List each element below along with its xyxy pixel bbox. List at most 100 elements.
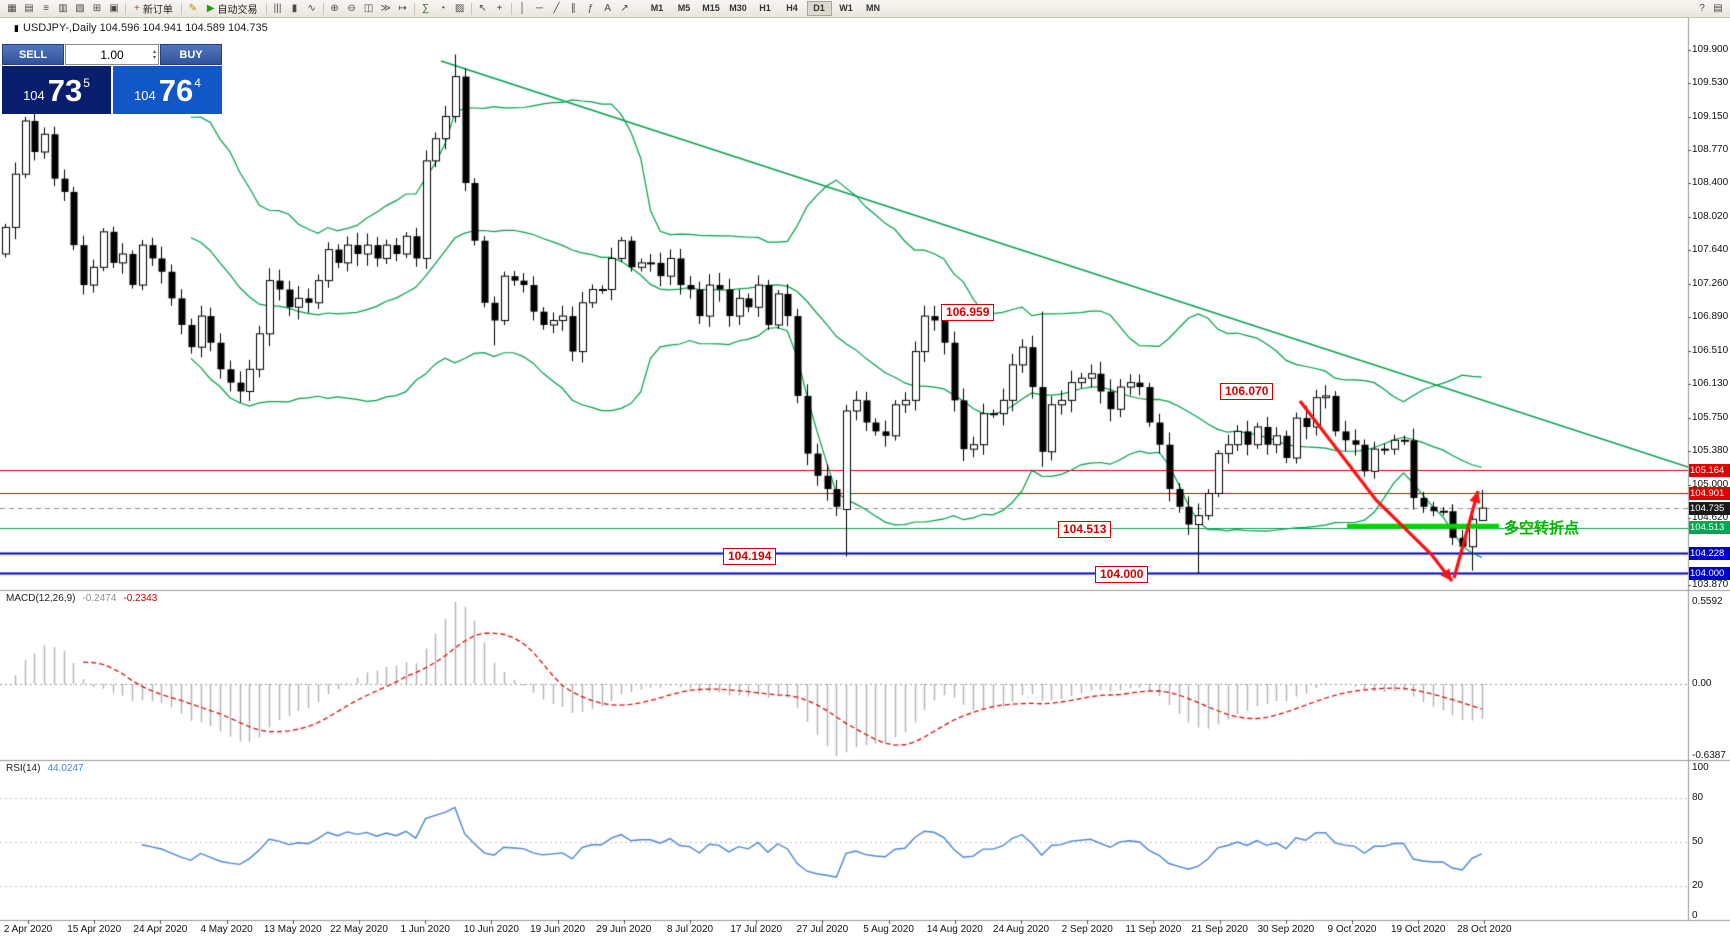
auto-scroll-icon[interactable]: ≫ — [380, 2, 391, 14]
rsi-axis-label: 20 — [1692, 880, 1704, 892]
bid-sup: 5 — [83, 76, 90, 90]
metaeditor-icon[interactable]: ✎ — [188, 2, 198, 14]
y-axis-label: 105.750 — [1692, 412, 1729, 424]
lot-increase-icon[interactable]: ▴ — [152, 48, 156, 55]
x-axis-date-label: 17 Jul 2020 — [730, 924, 783, 935]
macd-axis-label: -0.6387 — [1692, 750, 1726, 761]
rsi-axis-label: 0 — [1692, 910, 1698, 921]
sell-price-button[interactable]: 104 73 5 — [2, 66, 111, 114]
macd-signal-value: -0.2343 — [123, 593, 158, 604]
chart-mini-icon: ▮ — [14, 23, 19, 33]
lot-size-value[interactable]: 1.00 — [100, 47, 124, 62]
rsi-axis-label: 100 — [1692, 762, 1709, 773]
crosshair-icon[interactable]: + — [496, 2, 503, 14]
chart-shift-icon[interactable]: ↦ — [398, 2, 407, 14]
text-label-icon[interactable]: A — [604, 2, 611, 14]
zoom-out-icon[interactable]: ⊖ — [347, 2, 356, 14]
zoom-in-icon[interactable]: ⊕ — [330, 2, 339, 14]
price-callout[interactable]: 106.070 — [1220, 383, 1274, 400]
price-tag-105.164: 105.164 — [1689, 463, 1730, 477]
market-watch-icon[interactable]: ≡ — [43, 2, 49, 14]
arrows-tool-icon[interactable]: ↗ — [620, 2, 629, 14]
candlestick-chart-icon[interactable]: ▮ — [291, 2, 298, 14]
y-axis-label: 108.400 — [1692, 177, 1729, 189]
y-axis-label: 106.510 — [1692, 344, 1729, 356]
y-axis-label: 109.900 — [1692, 44, 1729, 55]
price-callout[interactable]: 104.513 — [1058, 521, 1112, 538]
tile-windows-icon[interactable]: ◫ — [363, 2, 374, 14]
fibonacci-icon[interactable]: ƒ — [587, 2, 594, 14]
x-axis-date-label: 15 Apr 2020 — [67, 924, 122, 935]
periods-icon[interactable]: ◔ — [439, 2, 446, 14]
macd-main-value: -0.2474 — [82, 593, 117, 604]
cursor-icon[interactable]: ↖ — [478, 2, 487, 14]
indicators-icon[interactable]: ∑ — [421, 2, 430, 14]
strategy-tester-icon[interactable]: ▣ — [109, 2, 119, 14]
timeframe-toolbar: M1 M5 M15 M30 H1 H4 D1 W1 MN — [644, 1, 887, 16]
timeframe-mn[interactable]: MN — [866, 3, 881, 13]
x-axis-date-label: 9 Oct 2020 — [1327, 924, 1377, 935]
channel-icon[interactable]: ∥ — [571, 2, 577, 14]
y-axis-label: 108.770 — [1692, 144, 1729, 156]
autotrading-button[interactable]: ▶ 自动交易 — [202, 2, 263, 16]
ask-big: 76 — [158, 72, 194, 108]
y-axis-label: 103.870 — [1692, 578, 1729, 590]
timeframe-w1[interactable]: W1 — [839, 3, 853, 13]
x-axis-date-label: 30 Sep 2020 — [1257, 924, 1315, 935]
trade-panel-controls: SELL 1.00 ▴ ▾ BUY — [2, 44, 222, 65]
y-axis-label: 105.000 — [1692, 478, 1729, 490]
autotrading-icon: ▶ — [206, 3, 215, 14]
x-axis-date-label: 27 Jul 2020 — [796, 924, 849, 935]
terminal-icon[interactable]: ⊞ — [92, 2, 102, 14]
price-tag-104.228: 104.228 — [1689, 546, 1730, 560]
rsi-name: RSI(14) — [6, 763, 41, 774]
trendline-icon[interactable]: ╱ — [553, 2, 560, 14]
price-tag-104.000: 104.000 — [1689, 566, 1730, 580]
timeframe-h4[interactable]: H4 — [786, 3, 798, 13]
rsi-axis-label: 80 — [1692, 791, 1704, 803]
lot-size-field[interactable]: 1.00 ▴ ▾ — [65, 44, 159, 65]
lot-stepper[interactable]: ▴ ▾ — [153, 46, 156, 63]
y-axis-label: 106.890 — [1692, 310, 1729, 322]
price-callout[interactable]: 106.959 — [941, 304, 995, 321]
help-icon[interactable]: ? — [1699, 2, 1705, 14]
timeframe-m30[interactable]: M30 — [729, 3, 747, 13]
bar-chart-icon[interactable]: ||| — [273, 2, 282, 14]
bid-prefix: 104 — [23, 87, 45, 103]
timeframe-m1[interactable]: M1 — [650, 3, 664, 13]
line-chart-icon[interactable]: ∿ — [307, 2, 316, 14]
price-callout[interactable]: 104.194 — [723, 548, 777, 565]
toolbar-separator — [125, 2, 126, 15]
one-click-trading-panel: SELL 1.00 ▴ ▾ BUY 104 73 5 104 76 4 — [2, 44, 222, 114]
chart-profiles-icon[interactable]: ▤ — [24, 2, 34, 14]
lot-decrease-icon[interactable]: ▾ — [152, 54, 156, 61]
navigator-icon[interactable]: ▧ — [75, 2, 85, 14]
vertical-line-icon[interactable]: │ — [519, 2, 526, 14]
new-chart-icon[interactable]: ▦ — [7, 2, 17, 14]
timeframe-h1[interactable]: H1 — [759, 3, 771, 13]
templates-icon[interactable]: ▨ — [454, 2, 465, 14]
timeframe-m15[interactable]: M15 — [702, 3, 720, 13]
price-callout[interactable]: 104.000 — [1095, 566, 1149, 583]
window-list-icon[interactable]: ▤ — [1713, 2, 1723, 14]
horizontal-line-icon[interactable]: ─ — [536, 2, 544, 14]
timeframe-d1[interactable]: D1 — [806, 1, 832, 16]
data-window-icon[interactable]: ▥ — [58, 2, 68, 14]
x-axis-date-label: 28 Oct 2020 — [1457, 924, 1512, 935]
x-axis-date-label: 22 May 2020 — [330, 924, 388, 935]
rsi-axis-label: 50 — [1692, 836, 1704, 847]
timeframe-m5[interactable]: M5 — [677, 3, 691, 13]
y-axis-label: 108.020 — [1692, 210, 1729, 222]
main-toolbar: ▦ ▤ ≡ ▥ ▧ ⊞ ▣ + 新订单 ✎ ▶ 自动交易 ||| ▮ ∿ ⊕ ⊖ ◫ ≫ ↦ ∑ ◔ ▨ ↖ + │ ─ ╱ ∥ ƒ A ↗ M… — [0, 0, 1730, 18]
sell-button[interactable]: SELL — [2, 44, 64, 65]
ask-sup: 4 — [194, 76, 201, 90]
buy-price-button[interactable]: 104 76 4 — [113, 66, 222, 114]
pivot-annotation-label[interactable]: 多空转折点 — [1504, 520, 1580, 537]
x-axis-date-label: 24 Aug 2020 — [992, 924, 1050, 935]
rsi-value: 44.0247 — [47, 763, 84, 774]
toolbar-separator — [322, 2, 324, 15]
buy-button[interactable]: BUY — [160, 44, 222, 65]
new-order-button[interactable]: + 新订单 — [129, 2, 178, 16]
